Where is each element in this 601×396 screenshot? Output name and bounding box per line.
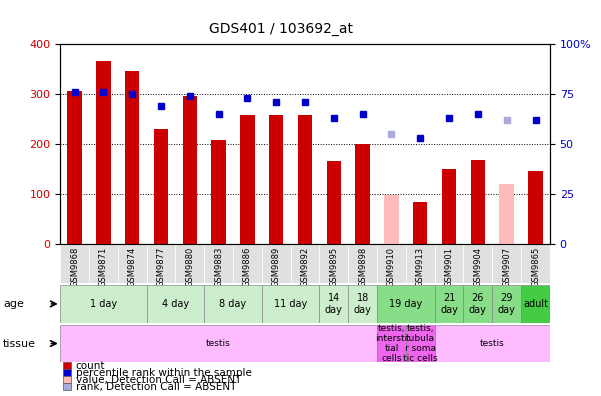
FancyBboxPatch shape	[521, 244, 550, 283]
Bar	[154, 129, 168, 244]
FancyBboxPatch shape	[492, 244, 521, 283]
Text: rank, Detection Call = ABSENT: rank, Detection Call = ABSENT	[76, 382, 236, 392]
Text: GSM9865: GSM9865	[531, 247, 540, 287]
Bar	[355, 143, 370, 244]
Text: GDS401 / 103692_at: GDS401 / 103692_at	[209, 22, 353, 36]
FancyBboxPatch shape	[521, 285, 550, 323]
Bar	[240, 114, 255, 244]
FancyBboxPatch shape	[233, 244, 262, 283]
Text: 14
day: 14 day	[325, 293, 343, 315]
Text: 8 day: 8 day	[219, 299, 246, 309]
Text: testis,
tubula
r soma
tic cells: testis, tubula r soma tic cells	[403, 324, 438, 363]
Text: 18
day: 18 day	[354, 293, 371, 315]
FancyBboxPatch shape	[435, 244, 463, 283]
FancyBboxPatch shape	[204, 244, 233, 283]
Text: GSM9901: GSM9901	[445, 247, 454, 287]
FancyBboxPatch shape	[348, 285, 377, 323]
Text: percentile rank within the sample: percentile rank within the sample	[76, 367, 252, 378]
Text: 29
day: 29 day	[498, 293, 516, 315]
Text: GSM9910: GSM9910	[387, 247, 396, 287]
Text: GSM9883: GSM9883	[214, 247, 223, 287]
Text: GSM9871: GSM9871	[99, 247, 108, 287]
FancyBboxPatch shape	[463, 244, 492, 283]
Text: GSM9892: GSM9892	[300, 247, 310, 287]
FancyBboxPatch shape	[377, 285, 435, 323]
FancyBboxPatch shape	[492, 285, 521, 323]
Text: tissue: tissue	[3, 339, 36, 349]
Bar	[67, 91, 82, 244]
Bar	[326, 161, 341, 244]
Text: 21
day: 21 day	[440, 293, 458, 315]
FancyBboxPatch shape	[60, 325, 377, 362]
FancyBboxPatch shape	[291, 244, 319, 283]
Bar	[183, 96, 197, 244]
Text: 19 day: 19 day	[389, 299, 423, 309]
FancyBboxPatch shape	[60, 244, 89, 283]
Text: testis,
intersti
tial
cells: testis, intersti tial cells	[375, 324, 407, 363]
FancyBboxPatch shape	[435, 325, 550, 362]
Text: value, Detection Call = ABSENT: value, Detection Call = ABSENT	[76, 375, 241, 385]
Text: GSM9868: GSM9868	[70, 247, 79, 287]
Text: 26
day: 26 day	[469, 293, 487, 315]
Text: GSM9889: GSM9889	[272, 247, 281, 287]
FancyBboxPatch shape	[377, 325, 406, 362]
Bar	[499, 183, 514, 244]
FancyBboxPatch shape	[348, 244, 377, 283]
FancyBboxPatch shape	[319, 244, 348, 283]
Text: 11 day: 11 day	[274, 299, 307, 309]
Text: GSM9904: GSM9904	[474, 247, 483, 287]
FancyBboxPatch shape	[435, 285, 463, 323]
FancyBboxPatch shape	[463, 285, 492, 323]
Text: GSM9880: GSM9880	[185, 247, 194, 287]
FancyBboxPatch shape	[118, 244, 147, 283]
FancyBboxPatch shape	[147, 244, 175, 283]
Text: count: count	[76, 360, 105, 371]
Text: GSM9877: GSM9877	[156, 247, 165, 287]
Text: 1 day: 1 day	[90, 299, 117, 309]
FancyBboxPatch shape	[147, 285, 204, 323]
Text: 4 day: 4 day	[162, 299, 189, 309]
FancyBboxPatch shape	[60, 285, 147, 323]
Text: GSM9913: GSM9913	[416, 247, 425, 287]
Bar	[528, 171, 543, 244]
Text: age: age	[3, 299, 24, 309]
FancyBboxPatch shape	[319, 285, 348, 323]
FancyBboxPatch shape	[377, 244, 406, 283]
Bar	[96, 61, 111, 244]
Text: testis: testis	[480, 339, 505, 348]
FancyBboxPatch shape	[262, 244, 291, 283]
Bar	[269, 114, 284, 244]
Text: GSM9895: GSM9895	[329, 247, 338, 287]
FancyBboxPatch shape	[262, 285, 319, 323]
FancyBboxPatch shape	[175, 244, 204, 283]
Bar	[125, 71, 139, 244]
Bar	[212, 140, 226, 244]
Text: GSM9886: GSM9886	[243, 247, 252, 287]
Text: GSM9874: GSM9874	[127, 247, 136, 287]
Text: testis: testis	[206, 339, 231, 348]
Bar	[298, 114, 312, 244]
Text: adult: adult	[523, 299, 548, 309]
FancyBboxPatch shape	[89, 244, 118, 283]
FancyBboxPatch shape	[406, 244, 435, 283]
Bar	[413, 202, 427, 244]
Bar	[442, 169, 456, 244]
Bar	[471, 160, 485, 244]
Text: GSM9907: GSM9907	[502, 247, 511, 287]
Text: GSM9898: GSM9898	[358, 247, 367, 287]
FancyBboxPatch shape	[406, 325, 435, 362]
FancyBboxPatch shape	[204, 285, 262, 323]
Bar	[384, 194, 398, 244]
